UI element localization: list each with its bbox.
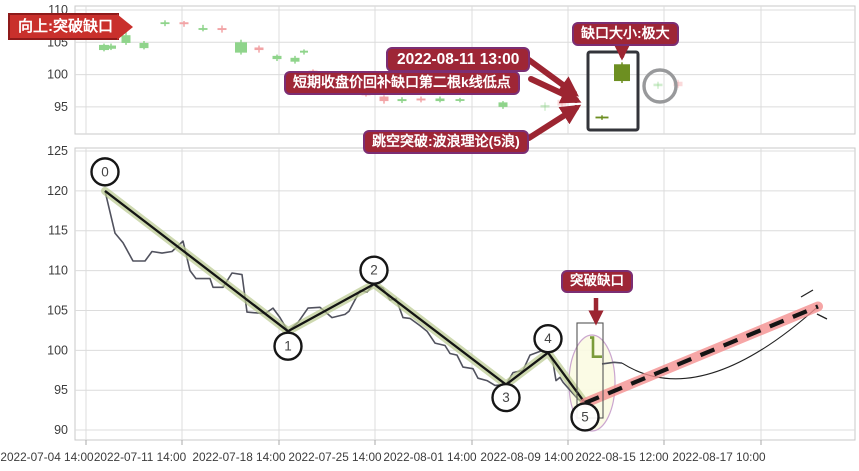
candle-body — [653, 83, 663, 87]
x-axis-tick-label: 2022-08-15 12:00 — [575, 450, 669, 464]
wave-point-marker — [90, 157, 120, 187]
candle-body — [397, 99, 407, 102]
y-axis-tick-label: 120 — [47, 184, 68, 198]
candle-body — [99, 44, 109, 51]
x-axis-tick-label: 2022-07-11 14:00 — [94, 450, 187, 464]
candle-body — [106, 45, 116, 49]
y-axis-tick-label: 90 — [54, 423, 68, 437]
price-line-tail — [601, 361, 623, 365]
candle-body — [300, 50, 308, 53]
candle-body — [198, 28, 208, 30]
candle-body — [595, 116, 609, 119]
direction-callout-text: 向上:突破缺口 — [18, 18, 113, 35]
candle-body — [673, 81, 683, 87]
wave-point-label: 3 — [502, 390, 510, 405]
y-axis-tick-label: 95 — [54, 383, 68, 397]
annotation-arrow — [528, 76, 582, 104]
x-axis-tick-label: 2022-08-01 14:00 — [383, 450, 477, 464]
y-axis-tick-label: 100 — [47, 343, 68, 357]
candle-body — [614, 64, 630, 82]
circle-marker — [642, 68, 678, 104]
wave-point-label: 5 — [581, 409, 589, 424]
x-axis-tick-label: 2022-08-09 14:00 — [480, 450, 574, 464]
x-axis-tick-label: 2022-08-17 10:00 — [672, 450, 766, 464]
y-axis-tick-label: 115 — [48, 224, 68, 238]
gap-size-badge: 缺口大小:极大 — [572, 22, 679, 46]
candle-body — [557, 99, 567, 106]
x-axis-tick-label: 2022-07-25 14:00 — [288, 450, 382, 464]
projection-dashed-line — [584, 304, 819, 405]
wave-point-marker — [359, 255, 389, 285]
wave-point-label: 0 — [101, 164, 109, 179]
wave-point-label: 1 — [284, 339, 292, 354]
y-axis-tick-label: 125 — [47, 144, 68, 158]
y-axis-tick-label: 110 — [48, 264, 68, 278]
x-axis-tick-label: 2022-07-18 14:00 — [192, 450, 286, 464]
y-axis-tick-label: 95 — [54, 100, 68, 114]
candle-body — [379, 96, 389, 102]
wave-point-label: 4 — [544, 331, 552, 346]
x-axis-tick-label: 2022-07-04 14:00 — [0, 450, 94, 464]
projection-end-tick — [816, 313, 828, 320]
direction-callout-badge: 向上:突破缺口 — [8, 13, 119, 40]
candle-body — [235, 42, 247, 53]
gap-fill-badge: 短期收盘价回补缺口第二根k线低点 — [284, 71, 520, 95]
annotation-arrow — [526, 104, 582, 141]
candle-body — [272, 55, 282, 60]
candle-body — [455, 99, 465, 101]
y-axis-tick-label: 100 — [47, 68, 68, 82]
gap-jump-segment — [590, 336, 602, 359]
forecast-curve — [621, 306, 819, 380]
wave-point-marker — [273, 331, 303, 361]
gap-highlight-box — [586, 50, 640, 132]
gap-breakout-badge: 跳空突破:波浪理论(5浪) — [363, 130, 529, 154]
candle-body — [540, 104, 550, 108]
candle-body — [498, 102, 508, 107]
wave-point-marker — [533, 324, 563, 354]
candle-body — [179, 22, 189, 25]
y-axis-tick-label: 105 — [47, 303, 68, 317]
candle-body — [290, 57, 300, 62]
candle-body — [160, 22, 170, 25]
wave-point-label: 2 — [370, 263, 378, 278]
wave-point-marker — [570, 402, 600, 432]
wave-line — [104, 189, 586, 404]
bottom-panel-frame — [74, 147, 856, 441]
candle-body — [139, 42, 149, 49]
projection-end-tick — [800, 289, 814, 298]
datetime-badge: 2022-08-11 13:00 — [386, 47, 531, 73]
candle-body — [435, 98, 445, 102]
candle-body — [217, 28, 227, 31]
candle-body — [416, 98, 426, 101]
wave-point-marker — [491, 382, 521, 413]
candle-body — [254, 47, 264, 51]
breakout-gap-badge: 突破缺口 — [561, 270, 633, 293]
